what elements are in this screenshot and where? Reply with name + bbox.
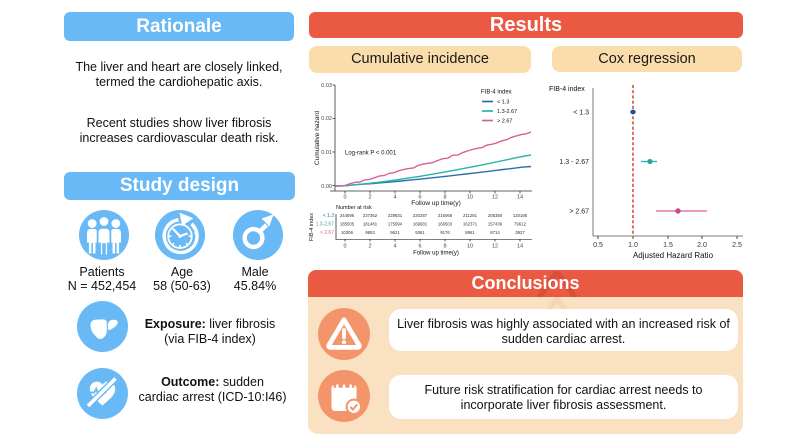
svg-text:FIB-4 index: FIB-4 index xyxy=(549,86,585,93)
svg-text:205350: 205350 xyxy=(488,213,503,218)
svg-text:FIB-4 index: FIB-4 index xyxy=(309,213,315,241)
svg-text:Follow up time(y): Follow up time(y) xyxy=(411,200,460,207)
svg-text:166503: 166503 xyxy=(438,222,453,227)
svg-text:162371: 162371 xyxy=(463,222,478,227)
svg-text:0.5: 0.5 xyxy=(593,242,603,249)
svg-text:185505: 185505 xyxy=(340,222,355,227)
svg-text:0: 0 xyxy=(343,195,346,201)
svg-text:4: 4 xyxy=(393,195,396,201)
svg-text:216068: 216068 xyxy=(438,213,453,218)
svg-text:211281: 211281 xyxy=(463,213,478,218)
svg-text:Log-rank P < 0.001: Log-rank P < 0.001 xyxy=(345,151,397,157)
svg-text:1.5: 1.5 xyxy=(663,242,673,249)
svg-text:8: 8 xyxy=(443,195,446,201)
svg-text:220287: 220287 xyxy=(413,213,428,218)
svg-text:12: 12 xyxy=(492,244,498,250)
svg-text:< 1.3: < 1.3 xyxy=(323,213,334,219)
svg-text:10: 10 xyxy=(467,244,473,250)
svg-text:169681: 169681 xyxy=(413,222,428,227)
svg-text:6: 6 xyxy=(418,244,421,250)
svg-text:14: 14 xyxy=(517,195,523,201)
svg-text:12: 12 xyxy=(492,195,498,201)
svg-text:FIB-4 index: FIB-4 index xyxy=(481,90,512,96)
svg-text:1.3-2.67: 1.3-2.67 xyxy=(316,222,335,228)
svg-text:9361: 9361 xyxy=(415,230,425,235)
svg-text:> 2.67: > 2.67 xyxy=(497,119,512,125)
svg-text:9176: 9176 xyxy=(440,230,450,235)
svg-text:79612: 79612 xyxy=(514,222,527,227)
svg-text:8: 8 xyxy=(443,244,446,250)
svg-text:8714: 8714 xyxy=(490,230,500,235)
svg-text:175994: 175994 xyxy=(388,222,403,227)
svg-text:157436: 157436 xyxy=(488,222,503,227)
svg-text:Adjusted Hazard Ratio: Adjusted Hazard Ratio xyxy=(633,251,714,260)
svg-text:10: 10 xyxy=(467,195,473,201)
svg-text:0.01: 0.01 xyxy=(321,150,332,156)
svg-text:9621: 9621 xyxy=(390,230,400,235)
svg-text:181481: 181481 xyxy=(363,222,378,227)
svg-text:6: 6 xyxy=(418,195,421,201)
svg-text:Follow up time(y): Follow up time(y) xyxy=(413,251,459,257)
svg-text:> 2.67: > 2.67 xyxy=(320,230,334,236)
svg-text:> 2.67: > 2.67 xyxy=(569,209,589,216)
svg-text:1.3-2.67: 1.3-2.67 xyxy=(497,109,517,115)
svg-text:2.0: 2.0 xyxy=(697,242,707,249)
svg-text:0.02: 0.02 xyxy=(321,116,332,122)
svg-text:229831: 229831 xyxy=(388,213,403,218)
svg-text:3927: 3927 xyxy=(515,230,525,235)
svg-text:1.3 - 2.67: 1.3 - 2.67 xyxy=(559,159,589,166)
svg-text:2.5: 2.5 xyxy=(732,242,742,249)
svg-text:0: 0 xyxy=(343,244,346,250)
svg-text:8961: 8961 xyxy=(465,230,475,235)
svg-text:0.00: 0.00 xyxy=(321,184,332,190)
svg-text:10306: 10306 xyxy=(341,230,354,235)
svg-text:Cumulative hazard: Cumulative hazard xyxy=(314,111,321,166)
svg-text:1.0: 1.0 xyxy=(628,242,638,249)
svg-text:120185: 120185 xyxy=(513,213,528,218)
svg-text:2: 2 xyxy=(368,244,371,250)
svg-text:4: 4 xyxy=(393,244,396,250)
svg-text:9853: 9853 xyxy=(365,230,375,235)
svg-text:2: 2 xyxy=(368,195,371,201)
svg-text:< 1.3: < 1.3 xyxy=(497,100,509,106)
svg-text:237362: 237362 xyxy=(363,213,378,218)
svg-text:0.03: 0.03 xyxy=(321,83,332,89)
svg-text:244696: 244696 xyxy=(340,213,355,218)
svg-text:Number at risk: Number at risk xyxy=(336,205,372,211)
svg-text:14: 14 xyxy=(517,244,523,250)
svg-text:< 1.3: < 1.3 xyxy=(573,110,589,117)
